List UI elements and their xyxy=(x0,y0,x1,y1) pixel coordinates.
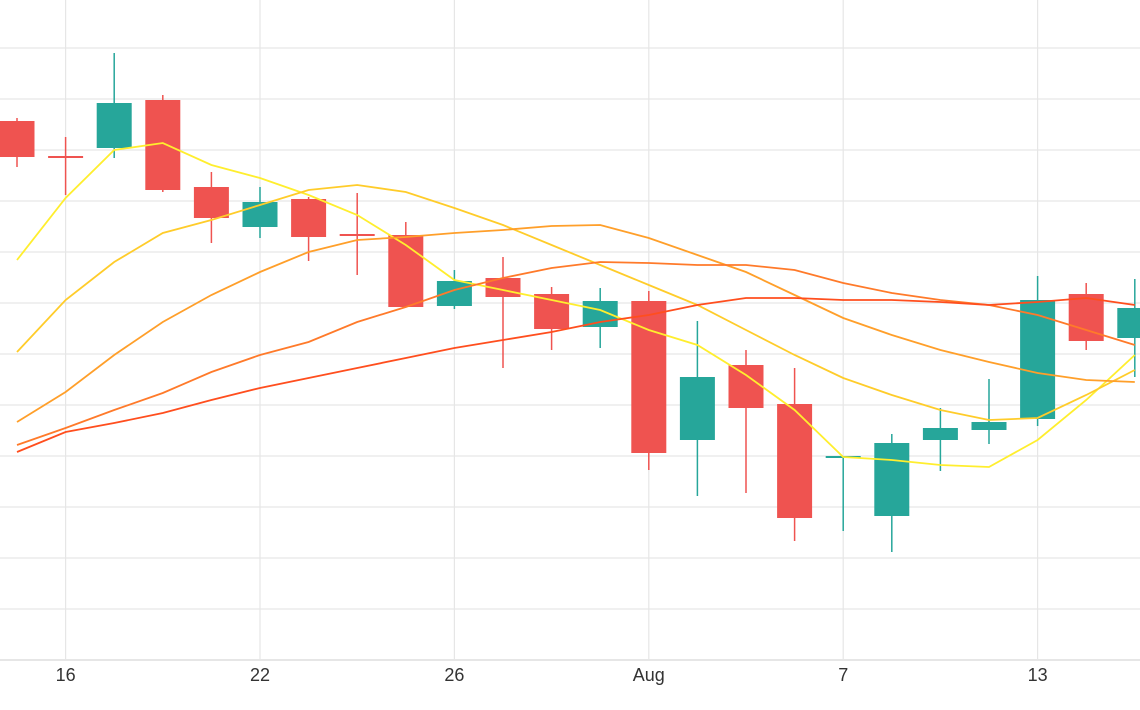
x-tick-label: 13 xyxy=(1028,665,1048,685)
x-tick-label: Aug xyxy=(633,665,665,685)
moving-average-line xyxy=(16,184,1136,421)
candle-body xyxy=(874,443,910,516)
candle-body xyxy=(48,156,84,158)
candle-body xyxy=(242,202,278,227)
candle-body xyxy=(193,187,229,218)
moving-average-line xyxy=(16,261,1136,446)
candle-body xyxy=(96,103,132,148)
candle-body xyxy=(1117,308,1140,338)
candle-body xyxy=(728,365,764,408)
moving-average-line xyxy=(16,224,1135,423)
candle-body xyxy=(582,301,618,327)
candle-body xyxy=(971,422,1007,430)
x-tick-label: 7 xyxy=(838,665,848,685)
moving-average-line xyxy=(16,297,1135,453)
candle-body xyxy=(0,121,35,157)
x-tick-label: 22 xyxy=(250,665,270,685)
candle-body xyxy=(777,404,813,518)
candle-body xyxy=(1020,300,1056,419)
candle-body xyxy=(291,199,327,237)
candle-body xyxy=(631,301,667,453)
candle-body xyxy=(922,428,958,440)
candle-body xyxy=(339,234,375,236)
x-tick-label: 26 xyxy=(444,665,464,685)
candle-body xyxy=(388,235,424,307)
x-tick-label: 16 xyxy=(56,665,76,685)
moving-average-line xyxy=(16,142,1136,468)
candle-body xyxy=(679,377,715,440)
